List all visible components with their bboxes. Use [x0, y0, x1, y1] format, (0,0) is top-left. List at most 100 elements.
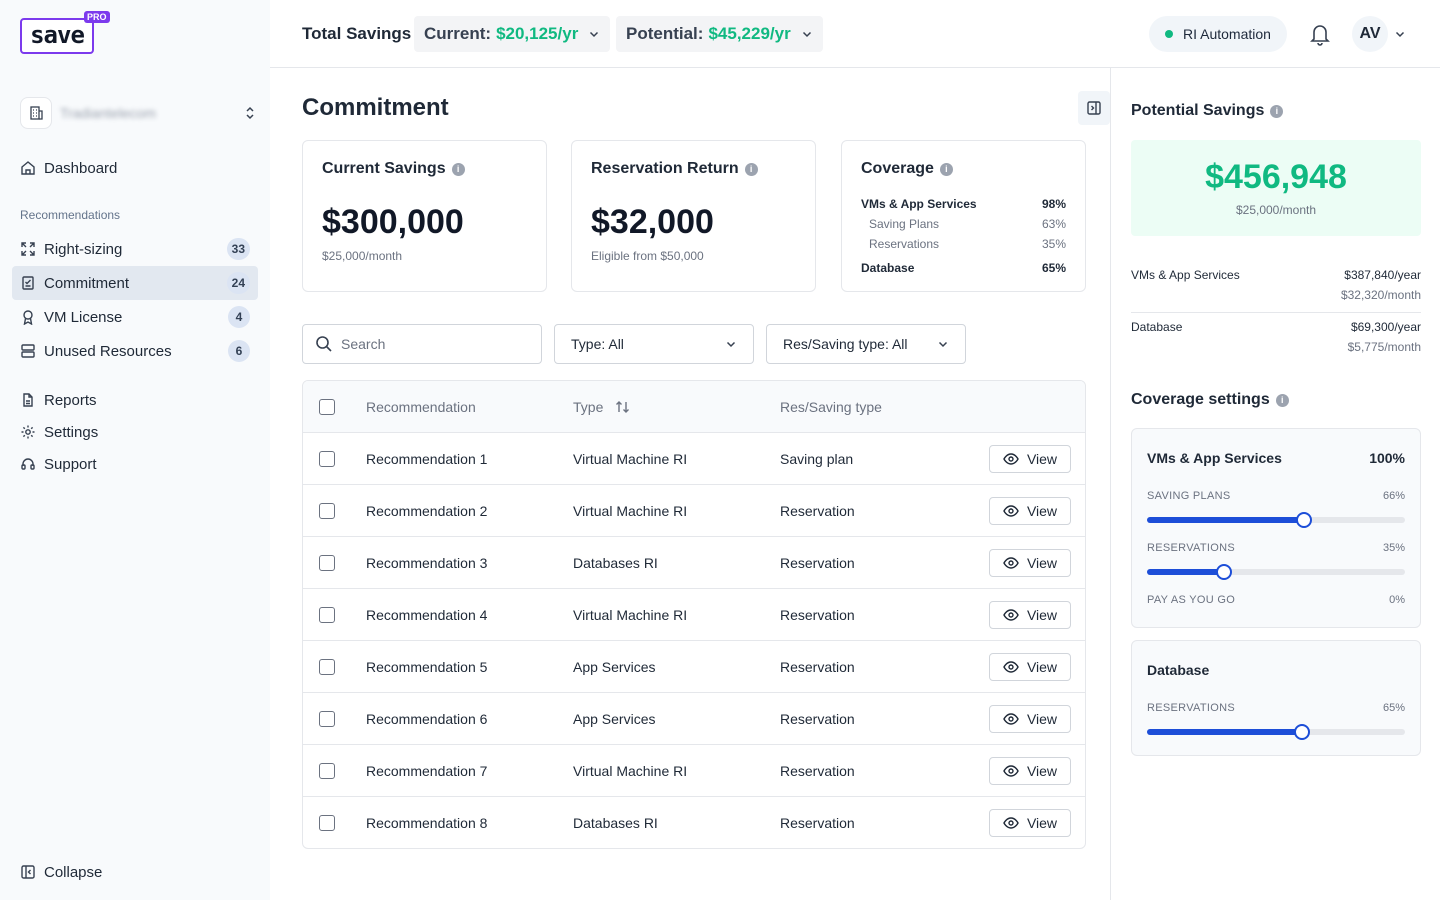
vms-coverage-total: 100%	[1369, 450, 1405, 466]
chevron-down-icon	[590, 31, 599, 38]
card-subtext: Eligible from $50,000	[591, 249, 704, 263]
header-res-type[interactable]: Res/Saving type	[780, 399, 882, 415]
info-icon[interactable]: i	[1270, 104, 1284, 118]
nav-unused-resources[interactable]: Unused Resources 6	[12, 334, 258, 368]
row-checkbox[interactable]	[319, 815, 335, 831]
nav-commitment[interactable]: Commitment 24	[12, 266, 258, 300]
info-icon[interactable]: i	[939, 162, 953, 176]
recommendation-res-type: Reservation	[780, 763, 855, 779]
count-badge: 24	[226, 272, 250, 294]
row-checkbox[interactable]	[319, 659, 335, 675]
recommendation-type: Databases RI	[573, 815, 658, 831]
file-icon	[20, 392, 36, 408]
count-badge: 6	[228, 340, 250, 362]
potential-savings-monthly: $25,000/month	[1235, 203, 1317, 217]
gear-icon	[20, 424, 36, 440]
card-title-text: Coverage	[861, 160, 934, 177]
collapse-sidebar-button[interactable]: Collapse	[12, 855, 258, 889]
server-icon	[20, 343, 36, 359]
view-label: View	[1026, 711, 1058, 727]
coverage-label: Reservations	[869, 237, 940, 251]
toggle-panel-button[interactable]	[1078, 91, 1110, 125]
select-all-checkbox[interactable]	[319, 399, 335, 415]
type-filter-select[interactable]: Type: All	[554, 324, 754, 364]
eye-icon	[1003, 765, 1027, 777]
view-button[interactable]: View	[989, 445, 1071, 473]
search-input[interactable]	[341, 336, 521, 352]
saving-plans-slider[interactable]	[1147, 512, 1405, 528]
recommendation-res-type: Reservation	[780, 555, 855, 571]
slider-handle[interactable]	[1293, 724, 1310, 740]
view-button[interactable]: View	[989, 549, 1071, 577]
view-label: View	[1026, 815, 1058, 831]
reservation-return-card: Reservation Return i $32,000 Eligible fro…	[571, 140, 816, 292]
coverage-value: 65%	[1041, 261, 1066, 275]
bell-icon[interactable]	[1309, 22, 1331, 46]
info-icon[interactable]: i	[744, 162, 758, 176]
header-type[interactable]: Type	[573, 399, 631, 415]
panel-right-icon	[1087, 101, 1101, 115]
table-row: Recommendation 5 App Services Reservation V…	[303, 641, 1085, 693]
coverage-label: Database	[861, 261, 915, 275]
logo[interactable]: save PRO	[20, 11, 110, 56]
row-checkbox[interactable]	[319, 711, 335, 727]
count-badge: 4	[228, 306, 250, 328]
view-button[interactable]: View	[989, 601, 1071, 629]
nav-settings[interactable]: Settings	[12, 415, 258, 449]
avatar[interactable]: AV	[1352, 16, 1388, 52]
potential-savings-title: Potential Savings i	[1131, 102, 1284, 120]
nav-support[interactable]: Support	[12, 447, 258, 481]
view-button[interactable]: View	[989, 497, 1071, 525]
recommendation-name: Recommendation 6	[366, 711, 488, 727]
award-icon	[20, 309, 36, 325]
slider-handle[interactable]	[1216, 564, 1233, 580]
nav-support-label: Support	[44, 455, 97, 473]
nav-dashboard[interactable]: Dashboard	[12, 151, 258, 185]
header-recommendation[interactable]: Recommendation	[366, 399, 476, 415]
card-title-text: Reservation Return	[591, 160, 739, 177]
sort-icon[interactable]	[615, 400, 631, 414]
reservations-slider[interactable]	[1147, 564, 1405, 580]
row-checkbox[interactable]	[319, 555, 335, 571]
coverage-row: Saving Plans 63%	[861, 217, 1066, 231]
potential-savings-dropdown[interactable]: Potential: $45,229/yr	[616, 16, 823, 52]
card-subtext: $25,000/month	[322, 249, 403, 263]
info-icon[interactable]: i	[1275, 393, 1289, 407]
row-checkbox[interactable]	[319, 763, 335, 779]
row-checkbox[interactable]	[319, 451, 335, 467]
recommendation-res-type: Reservation	[780, 711, 855, 727]
recommendation-res-type: Reservation	[780, 503, 855, 519]
recommendation-name: Recommendation 8	[366, 815, 488, 831]
database-reservations-slider[interactable]	[1147, 724, 1405, 740]
view-button[interactable]: View	[989, 757, 1071, 785]
chevron-down-icon[interactable]	[1394, 28, 1406, 40]
slider-value: 66%	[1382, 490, 1405, 502]
info-icon[interactable]: i	[451, 162, 465, 176]
recommendation-res-type: Saving plan	[780, 451, 854, 467]
res-type-filter-select[interactable]: Res/Saving type: All	[766, 324, 966, 364]
slider-fill	[1147, 517, 1305, 523]
org-switcher[interactable]: Tradiantelecom	[20, 96, 258, 130]
nav-section-label: Recommendations	[20, 208, 121, 222]
row-checkbox[interactable]	[319, 607, 335, 623]
slider-handle[interactable]	[1296, 512, 1313, 528]
nav-vm-license[interactable]: VM License 4	[12, 300, 258, 334]
recommendation-name: Recommendation 5	[366, 659, 488, 675]
nav-item-label: Commitment	[44, 274, 130, 292]
nav-right-sizing[interactable]: Right-sizing 33	[12, 232, 258, 266]
search-box[interactable]	[302, 324, 542, 364]
view-button[interactable]: View	[989, 809, 1071, 837]
table-header: Recommendation Type Res/Saving type	[303, 381, 1085, 433]
card-value: $300,000	[322, 203, 464, 241]
view-button[interactable]: View	[989, 653, 1071, 681]
logo-text: save	[20, 18, 94, 54]
sidebar: save PRO Tradiantelecom Dashboard Recomm…	[0, 0, 270, 900]
view-button[interactable]: View	[989, 705, 1071, 733]
slider-value: 0%	[1389, 594, 1405, 606]
table-row: Recommendation 4 Virtual Machine RI Reserv…	[303, 589, 1085, 641]
current-savings-dropdown[interactable]: Current: $20,125/yr	[414, 16, 611, 52]
card-title: Current Savings i	[322, 160, 465, 178]
row-checkbox[interactable]	[319, 503, 335, 519]
nav-reports[interactable]: Reports	[12, 383, 258, 417]
ri-automation-button[interactable]: RI Automation	[1149, 16, 1287, 52]
